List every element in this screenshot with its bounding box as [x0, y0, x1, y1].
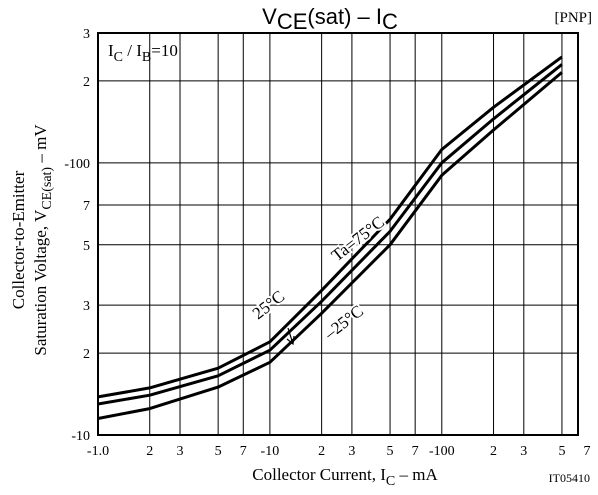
x-tick-label: 2	[490, 444, 497, 459]
x-label: Collector Current, IC – mA	[252, 465, 438, 489]
y-tick-label: -10	[71, 429, 90, 444]
curve-label: 25°C	[249, 287, 288, 324]
y-label-line: Collector-to-Emitter	[9, 170, 28, 309]
y-tick-label: -100	[64, 157, 90, 172]
x-tick-label: -100	[429, 444, 455, 459]
y-tick-label: 5	[83, 239, 90, 254]
x-tick-label: 3	[348, 444, 355, 459]
part-tag: [PNP]	[554, 10, 592, 26]
y-tick-label: 7	[83, 199, 90, 214]
figure-code: IT05410	[549, 471, 590, 485]
x-tick-label: 7	[412, 444, 419, 459]
chart-title: VCE(sat) – IC	[262, 4, 398, 34]
x-tick-label: 3	[177, 444, 184, 459]
x-tick-label: 7	[240, 444, 247, 459]
x-tick-label: 5	[215, 444, 222, 459]
curve	[97, 71, 563, 420]
x-tick-label: -10	[261, 444, 280, 459]
x-tick-label: 5	[558, 444, 565, 459]
y-label-line: Saturation Voltage, VCE(sat) – mV	[31, 124, 55, 356]
y-tick-label: 3	[83, 299, 90, 314]
plot-border	[97, 32, 579, 436]
curve	[97, 55, 563, 399]
x-tick-label: -1.0	[87, 444, 109, 459]
y-tick-label: 3	[83, 27, 90, 42]
y-tick-label: 2	[83, 75, 90, 90]
curve	[97, 63, 563, 406]
condition: IC / IB=10	[108, 41, 178, 65]
y-tick-label: 2	[83, 347, 90, 362]
x-tick-label: 3	[520, 444, 527, 459]
x-tick-label: 5	[387, 444, 394, 459]
y-label: Collector-to-Emitter Saturation Voltage,…	[9, 124, 55, 356]
x-tick-label: 2	[318, 444, 325, 459]
x-tick-label: 2	[146, 444, 153, 459]
x-tick-label: 7	[584, 444, 591, 459]
